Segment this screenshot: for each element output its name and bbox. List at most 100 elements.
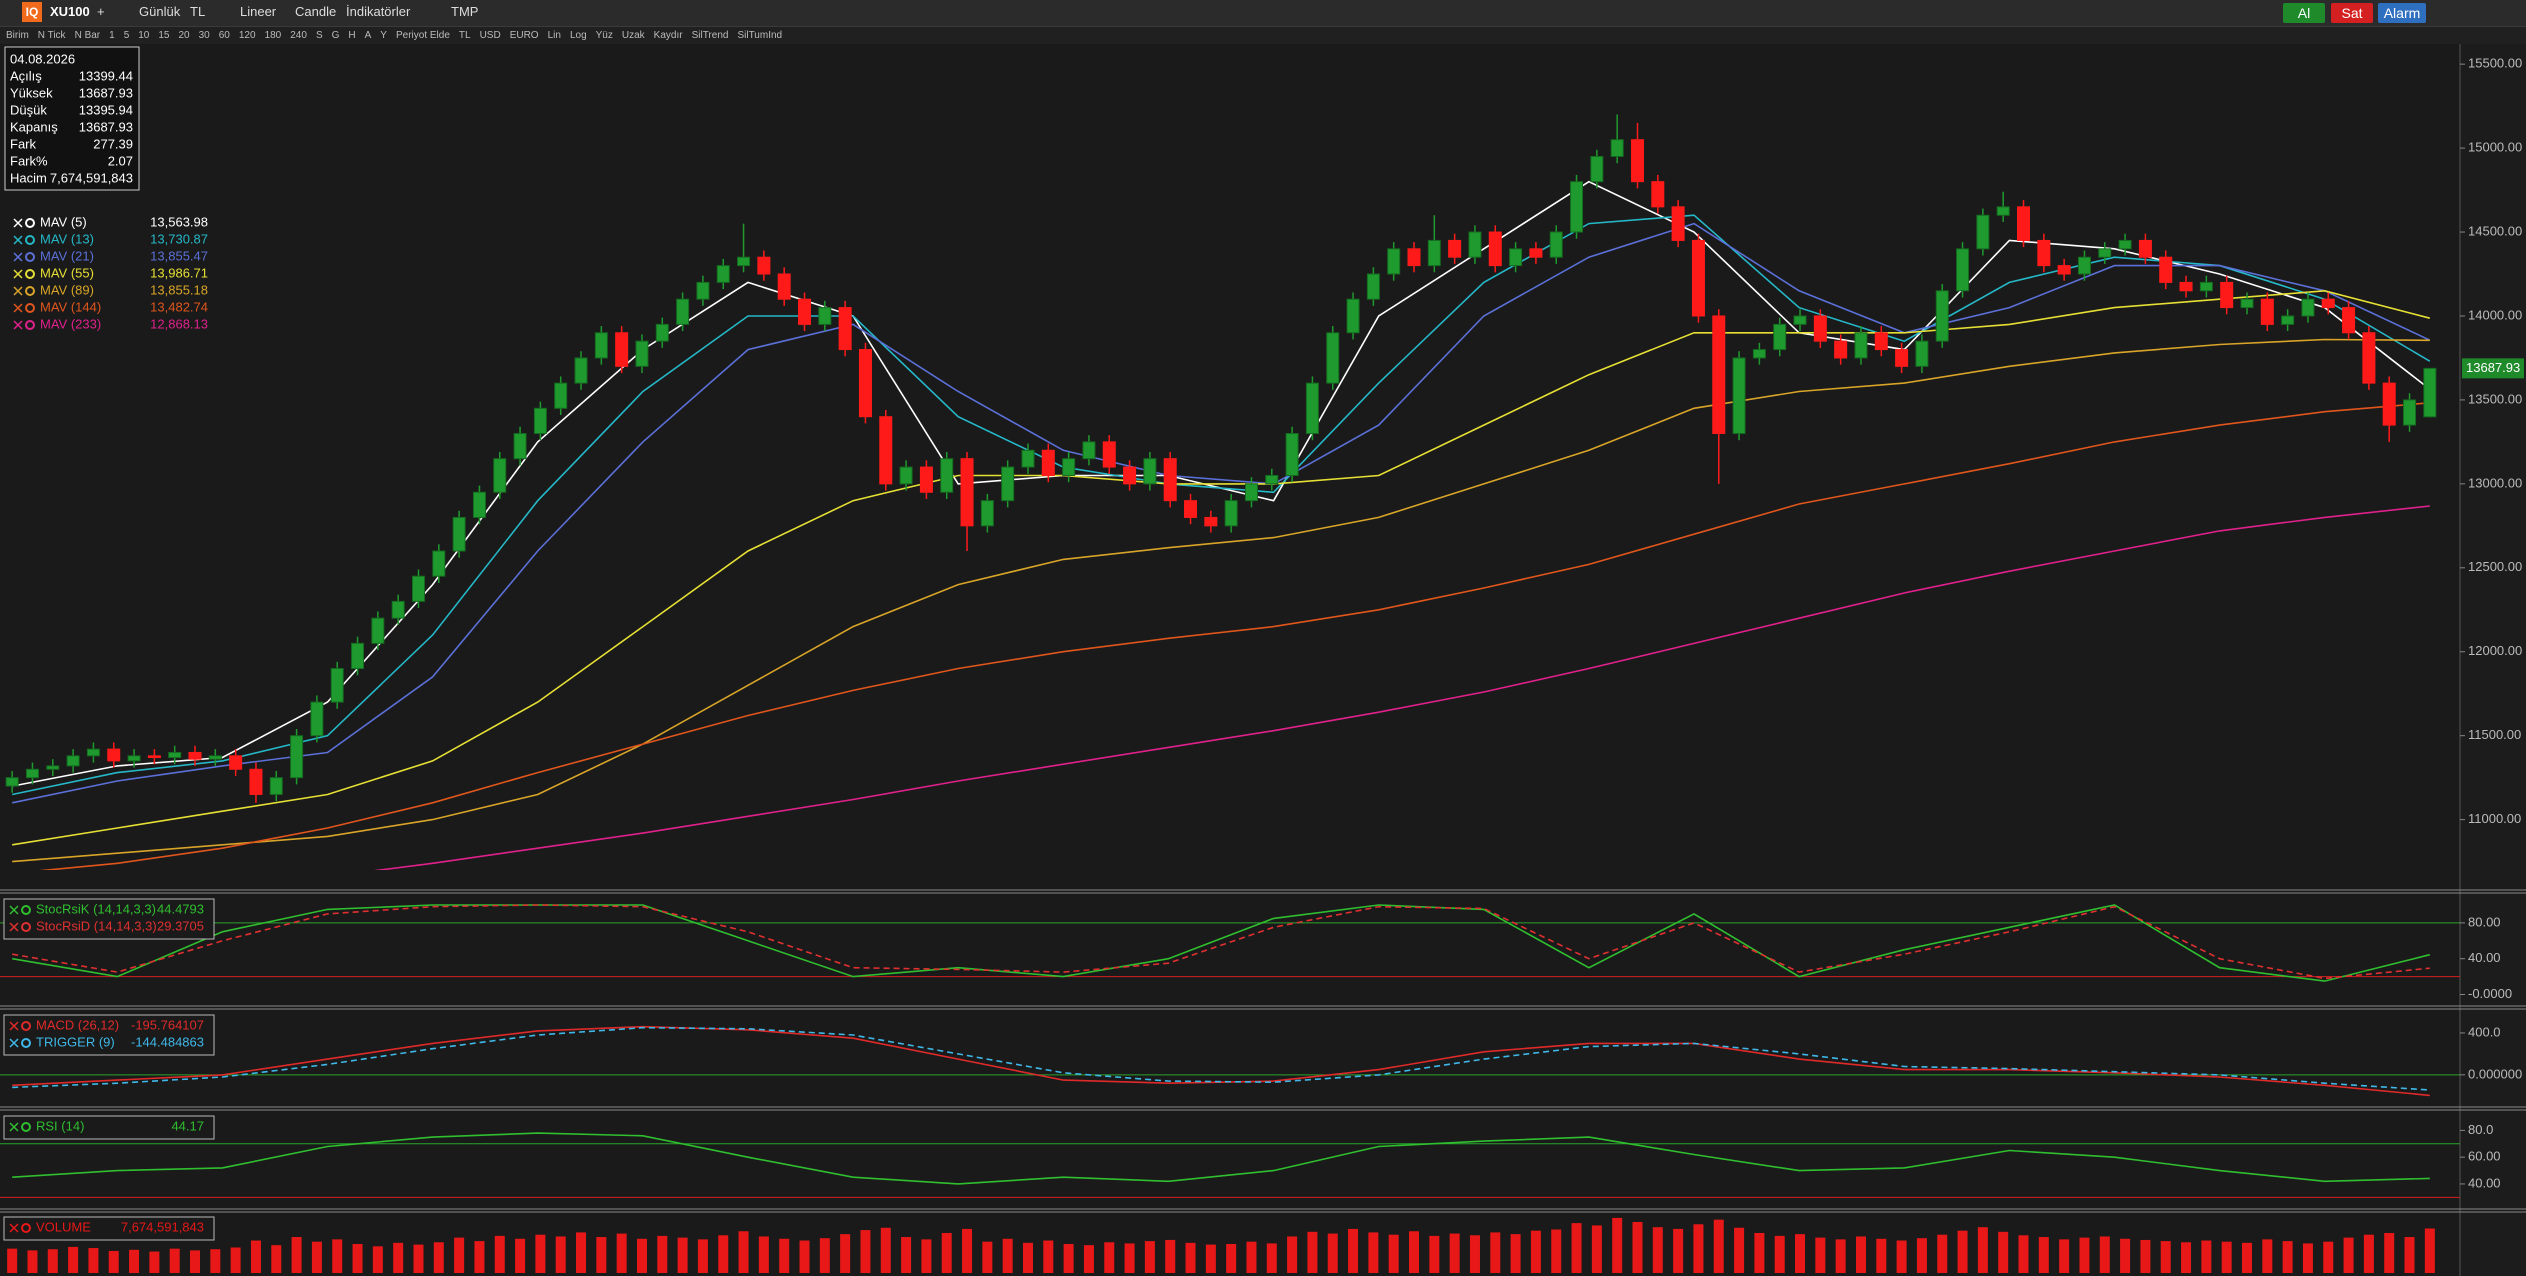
volume-bar [2160, 1241, 2171, 1273]
candle-body [1387, 248, 1401, 275]
candle-body [960, 458, 974, 527]
candle-body [1427, 239, 1441, 267]
volume-bar [819, 1238, 830, 1273]
candle-body [188, 751, 202, 760]
candle-body [1915, 340, 1929, 367]
candle-body [879, 416, 893, 485]
candle-body [2179, 281, 2193, 292]
legend-toggle-icon [21, 1038, 31, 1048]
toolbar-item[interactable]: Lineer [240, 4, 277, 19]
volume-bar [962, 1228, 973, 1273]
period-item[interactable]: 15 [158, 30, 170, 41]
candle-body [1163, 458, 1177, 502]
period-item[interactable]: H [348, 30, 356, 41]
period-item[interactable]: 180 [264, 30, 282, 41]
volume-bar [718, 1235, 729, 1273]
candle-body [2362, 332, 2376, 384]
candle-body [940, 458, 954, 493]
toolbar-item[interactable]: Candle [295, 4, 337, 19]
volume-bar [1734, 1227, 1745, 1273]
panel: 80.00 40.00 -0.0000 StocRsiK (14,14,3,3) 44.… [0, 889, 2526, 1001]
period-item[interactable]: SilTumInd [737, 30, 783, 41]
candle-body [798, 298, 812, 325]
volume-bar [271, 1245, 282, 1273]
period-item[interactable]: Uzak [621, 30, 645, 41]
symbol[interactable]: XU100 [50, 4, 90, 19]
period-item[interactable]: 30 [198, 30, 210, 41]
legend-remove-icon [9, 1021, 19, 1031]
candle-body [1082, 441, 1096, 460]
period-item[interactable]: USD [479, 30, 501, 41]
period-item[interactable]: Log [569, 30, 587, 41]
period-item[interactable]: 1 [109, 30, 115, 41]
volume-bar [1612, 1217, 1623, 1273]
candle-body [2423, 367, 2437, 418]
period-item[interactable]: 120 [238, 30, 256, 41]
period-item[interactable]: Yüz [595, 30, 613, 41]
action-button[interactable]: Alarm [2378, 3, 2426, 23]
y-tick-label: 12500.00 [2468, 559, 2522, 574]
period-item[interactable]: N Bar [74, 30, 101, 41]
volume-bar [1754, 1232, 1765, 1273]
volume-bar [657, 1235, 668, 1273]
legend-value: 13,482.74 [150, 299, 208, 314]
volume-bar [311, 1241, 322, 1273]
legend-value: 13,730.87 [150, 231, 208, 246]
y-tick-label: 11500.00 [2468, 727, 2521, 742]
volume-bar [454, 1237, 465, 1273]
period-item[interactable]: Kaydır [653, 30, 683, 41]
toolbar-item[interactable]: TL [190, 4, 206, 19]
candle-body [2220, 281, 2234, 309]
period-item[interactable]: G [331, 30, 340, 41]
volume-bar [1876, 1238, 1887, 1273]
volume-bar [1469, 1235, 1480, 1273]
candle-body [2321, 298, 2335, 309]
candle-body [493, 458, 507, 493]
action-button[interactable]: Al [2283, 3, 2325, 23]
volume-bar [2099, 1236, 2110, 1273]
volume-bar [677, 1237, 688, 1273]
toolbar-item[interactable]: TMP [451, 4, 479, 19]
plot [0, 1132, 2460, 1198]
candle-body [838, 307, 852, 351]
legend-value: 13,986.71 [150, 265, 208, 280]
period-item[interactable]: 240 [290, 30, 307, 41]
period-item[interactable]: Y [380, 30, 387, 41]
action-button[interactable]: Sat [2331, 3, 2373, 23]
toolbar-item[interactable]: İndikatörler [346, 4, 411, 19]
legend-remove-icon [13, 252, 23, 262]
volume-bar [291, 1237, 302, 1273]
period-item[interactable]: S [315, 30, 323, 41]
period-item[interactable]: 60 [218, 30, 230, 41]
info-label: Hacim [10, 170, 47, 185]
period-item[interactable]: N Tick [37, 30, 66, 41]
legend-toggle-icon [25, 269, 35, 279]
legend-remove-icon [9, 1223, 19, 1233]
volume-bar [697, 1239, 708, 1273]
candle-body [2057, 265, 2071, 275]
period-item[interactable]: Lin [547, 30, 561, 41]
candle-body [1630, 139, 1644, 183]
volume-bar [1713, 1219, 1724, 1273]
period-item[interactable]: TL [458, 30, 471, 41]
volume-bar [1246, 1241, 1257, 1273]
indicator-line [12, 289, 2431, 846]
candle-body [899, 466, 913, 485]
period-item[interactable]: 5 [123, 30, 130, 41]
legend-toggle-icon [21, 922, 31, 932]
legend-value: -144.484863 [131, 1034, 204, 1049]
candle-body [2037, 239, 2051, 267]
toolbar-item[interactable]: Günlük [139, 4, 181, 19]
candle-body [757, 256, 771, 275]
period-item[interactable]: Birim [6, 30, 29, 41]
period-item[interactable]: 20 [178, 30, 190, 41]
period-item[interactable]: 10 [138, 30, 150, 41]
period-item[interactable]: SilTrend [691, 30, 729, 41]
period-item[interactable]: Periyot Elde [395, 30, 450, 41]
toolbar-item[interactable]: + [97, 4, 105, 19]
period-item[interactable]: A [364, 30, 372, 41]
legend-remove-icon [13, 235, 23, 245]
period-item[interactable]: EURO [509, 30, 539, 41]
volume-bar [1977, 1227, 1988, 1273]
volume-bar [2120, 1238, 2131, 1273]
